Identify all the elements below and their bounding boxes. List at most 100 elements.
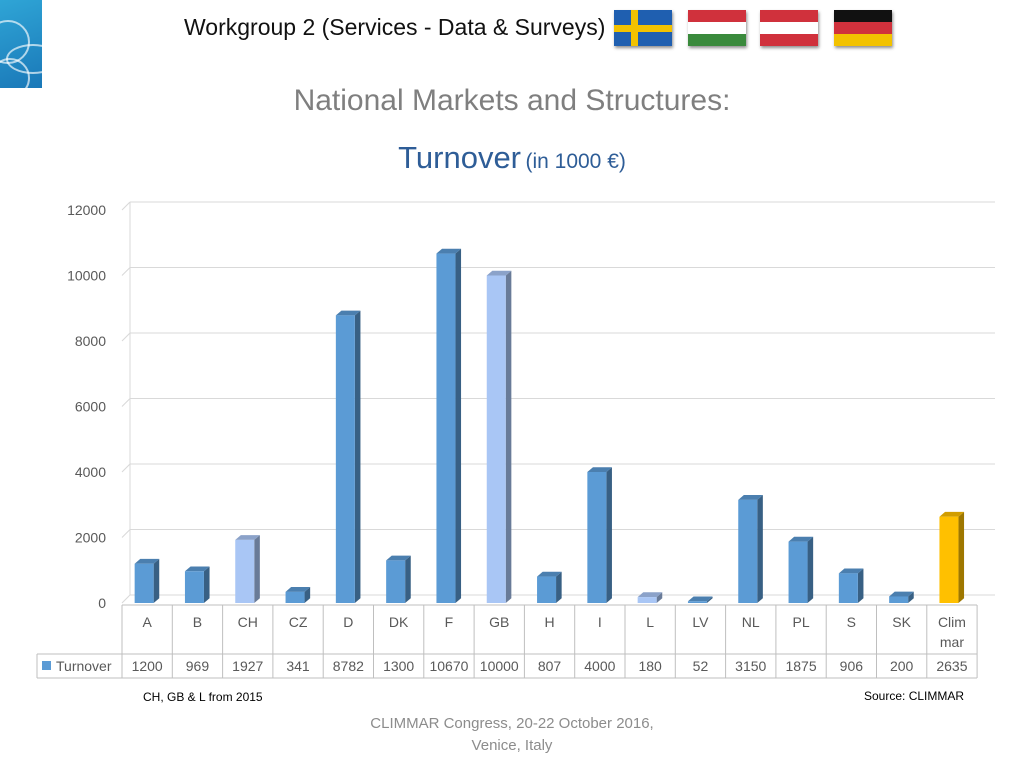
gridline-side [121,463,131,473]
y-tick-label: 10000 [67,268,106,284]
x-tick-label: S [847,614,856,630]
legend-swatch [42,661,51,670]
y-tick-label: 12000 [67,202,106,218]
bar-side [606,467,612,603]
x-tick-label: GB [489,614,509,630]
bar-top [537,571,562,577]
x-tick-label: DK [389,614,409,630]
subtitle-unit: (in 1000 €) [525,150,626,173]
x-tick-label: L [646,614,654,630]
bar-top [386,555,411,561]
data-label: 10670 [429,658,468,674]
bar [587,472,607,603]
sweden-flag [614,10,672,46]
gridline-side [121,529,131,538]
gridline-side [121,398,131,407]
data-label: 3150 [735,658,766,674]
bar-side [857,568,864,603]
data-label: 1927 [232,658,263,674]
footer: CLIMMAR Congress, 20-22 October 2016, Ve… [350,713,674,757]
data-label: 341 [286,658,310,674]
bar-side [153,558,160,603]
subtitle-main: Turnover [398,140,522,175]
bar [486,275,506,603]
germany-flag [834,10,892,46]
data-label: 2635 [936,658,967,674]
data-label: 807 [538,658,562,674]
bar-side [354,310,361,603]
bar-side [254,535,260,603]
bar-top [838,568,864,574]
bar-side [405,555,411,603]
bar-top [788,536,814,542]
note-from-2015: CH, GB & L from 2015 [143,690,263,704]
slide-subtitle: Turnover (in 1000 €) [0,140,1024,176]
bar [335,315,355,603]
y-tick-label: 8000 [75,333,106,349]
x-tick-label: SK [892,614,911,630]
gridline-side [121,332,131,342]
data-label: 180 [638,658,662,674]
gridline-side [121,594,131,604]
bar-side [757,495,763,603]
gridline-side [121,201,131,211]
bar [386,560,406,603]
data-label: 1875 [785,658,816,674]
bar-top [235,535,260,540]
footer-line-1: CLIMMAR Congress, 20-22 October 2016, [370,715,654,732]
y-tick-label: 2000 [75,530,106,546]
bar [184,571,204,603]
y-tick-label: 6000 [75,399,106,415]
bar-top [587,467,612,472]
bar-top [889,591,914,597]
data-label: 906 [840,658,864,674]
bar [889,596,909,603]
bar-side [556,571,562,603]
x-tick-label: I [598,614,602,630]
data-label: 200 [890,658,914,674]
bar-side [706,596,713,603]
bar [939,516,959,603]
bar-top [939,511,965,517]
data-label: 8782 [333,658,364,674]
gridline-side [121,267,131,276]
x-tick-label: F [445,614,454,630]
hungary-flag [688,10,746,46]
legend-label: Turnover [56,658,112,674]
bar-side [807,536,814,603]
turnover-chart: 0 2000 4000 6000 8000 10000 12000 A 1200 B 969 CH 19… [36,201,995,679]
x-tick-label: CZ [289,614,308,630]
bar [436,253,456,603]
x-tick-label: mar [940,634,964,650]
header-title: Workgroup 2 (Services - Data & Surveys) [184,14,606,40]
bar [134,563,154,603]
bar-side [505,270,512,603]
x-tick-label: B [193,614,202,630]
bar-top [184,566,210,572]
y-tick-label: 4000 [75,464,106,480]
data-label: 1300 [383,658,414,674]
y-tick-label: 0 [98,595,106,611]
bar-side [203,566,210,603]
bar-top [436,248,462,254]
x-tick-label: NL [742,614,760,630]
climmar-logo [0,0,42,88]
bar [637,597,657,603]
data-label: 1200 [132,658,163,674]
bar-top [738,495,763,500]
x-tick-label: Clim [938,614,966,630]
x-tick-label: H [544,614,554,630]
austria-flag [760,10,818,46]
bar [687,601,707,603]
data-label: 969 [186,658,210,674]
slide-title: National Markets and Structures: [293,84,731,117]
bar-side [455,248,462,603]
data-label: 52 [693,658,709,674]
bar-side [908,591,914,603]
bar [738,499,758,603]
x-tick-label: LV [692,614,709,630]
data-label: 4000 [584,658,615,674]
bar-side [958,511,965,603]
footer-line-2: Venice, Italy [471,737,553,754]
bar-top [486,270,512,276]
